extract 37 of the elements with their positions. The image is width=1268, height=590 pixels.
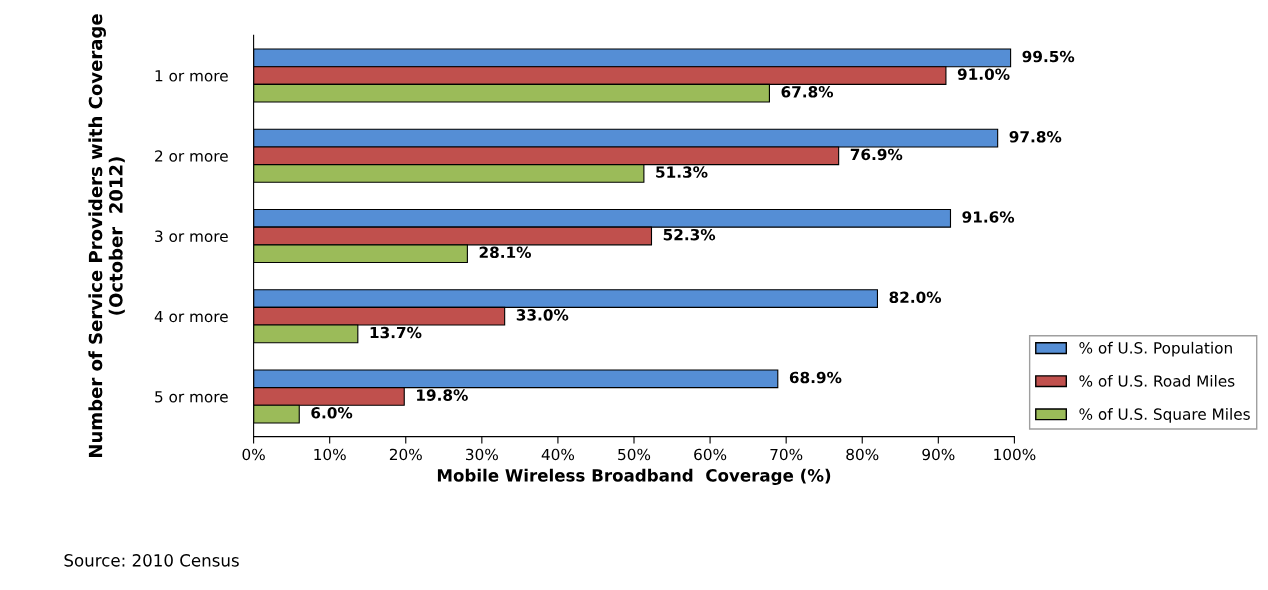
data-label: 52.3% <box>663 228 716 241</box>
x-axis-title: Mobile Wireless Broadband Coverage (%) <box>437 468 831 486</box>
x-tick-label: 30% <box>466 448 498 461</box>
data-label: 51.3% <box>656 166 708 178</box>
y-tick-label: 3 or more <box>155 230 228 243</box>
data-label: 33.0% <box>516 309 569 321</box>
x-tick-label: 50% <box>618 448 651 461</box>
y-tick-label: 5 or more <box>155 391 228 403</box>
data-label: 28.1% <box>479 246 532 259</box>
data-label: 13.7% <box>370 326 422 339</box>
legend-label: % of U.S. Population <box>1079 341 1232 357</box>
x-tick-label: 20% <box>389 448 422 461</box>
y-tick-label: 2 or more <box>155 150 228 162</box>
x-tick-label: 70% <box>770 448 803 461</box>
data-label: 91.6% <box>962 211 1015 223</box>
x-tick-label: 80% <box>846 448 879 461</box>
y-tick-label: 1 or more <box>155 70 228 82</box>
data-label: 97.8% <box>1009 130 1062 143</box>
data-label: 91.0% <box>957 68 1010 80</box>
x-tick-label: 60% <box>694 448 727 461</box>
data-label: 6.0% <box>311 407 353 419</box>
x-tick-label: 40% <box>541 448 575 461</box>
data-label: 76.9% <box>850 148 903 161</box>
x-tick-label: 90% <box>922 448 955 461</box>
data-label: 68.9% <box>789 371 842 384</box>
x-tick-label: 0% <box>242 448 265 461</box>
data-label: 99.5% <box>1022 50 1075 63</box>
data-label: 67.8% <box>781 86 834 98</box>
data-label: 82.0% <box>889 291 942 304</box>
y-axis-title: Number of Service Providers with Coverage (October 2012) <box>88 14 125 457</box>
source-note: Source: 2010 Census <box>64 554 239 567</box>
x-tick-label: 10% <box>314 448 346 461</box>
y-tick-label: 4 or more <box>154 310 228 323</box>
legend-label: % of U.S. Road Miles <box>1079 374 1235 387</box>
legend-label: % of U.S. Square Miles <box>1079 408 1250 423</box>
data-label: 19.8% <box>417 389 468 401</box>
x-tick-label: 100% <box>994 448 1036 461</box>
